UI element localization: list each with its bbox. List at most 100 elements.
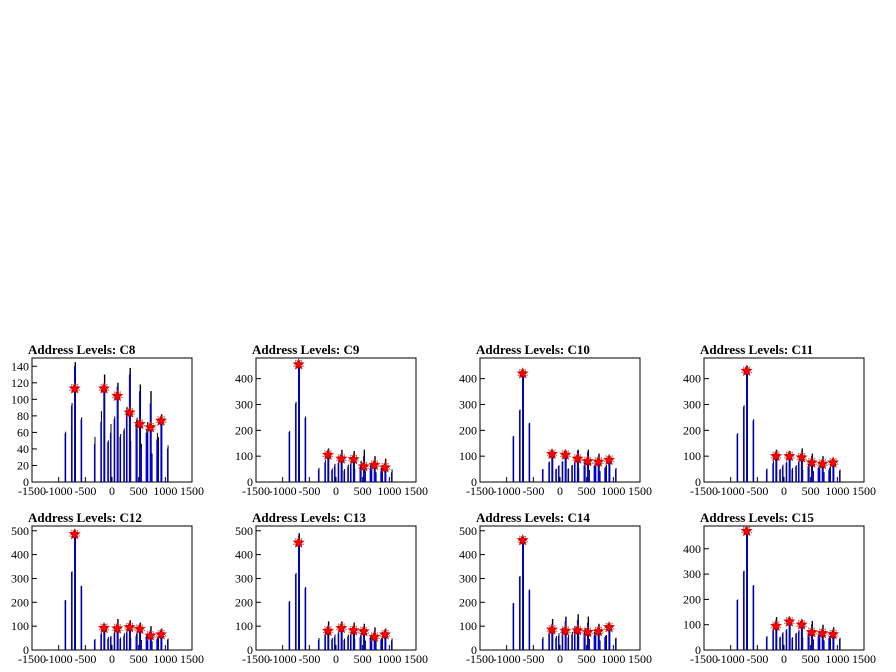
y-tick-label: 100 bbox=[683, 449, 701, 463]
x-tick-label: -500 bbox=[298, 484, 320, 498]
peak-marker bbox=[603, 622, 615, 634]
x-tick-label: -1000 bbox=[269, 484, 297, 498]
peak-marker bbox=[322, 450, 334, 461]
peak-marker bbox=[98, 382, 110, 394]
y-tick-label: 300 bbox=[235, 398, 253, 412]
y-tick-label: 400 bbox=[683, 372, 701, 386]
peak-marker bbox=[572, 454, 584, 465]
peak-marker bbox=[806, 457, 818, 469]
x-tick-label: -500 bbox=[746, 652, 768, 666]
x-tick-label: 1000 bbox=[825, 484, 849, 498]
peak-marker bbox=[796, 452, 808, 464]
peak-marker bbox=[546, 447, 558, 460]
peak-marker bbox=[347, 453, 360, 465]
x-tick-label: 1500 bbox=[404, 484, 428, 498]
y-tick-label: 300 bbox=[11, 571, 29, 585]
x-tick-label: -1500 bbox=[690, 652, 718, 666]
x-tick-label: -1000 bbox=[717, 652, 745, 666]
peak-marker bbox=[559, 626, 571, 637]
x-tick-label: 1500 bbox=[404, 652, 428, 666]
peak-marker bbox=[357, 625, 370, 637]
peak-marker bbox=[559, 450, 571, 461]
peak-marker bbox=[293, 359, 305, 371]
y-tick-label: 500 bbox=[459, 524, 477, 538]
x-tick-label: 500 bbox=[354, 652, 372, 666]
y-tick-label: 200 bbox=[235, 595, 253, 609]
chart-title: Address Levels: C15 bbox=[700, 510, 814, 525]
x-tick-label: -1500 bbox=[18, 484, 46, 498]
peak-marker bbox=[134, 419, 146, 431]
x-tick-label: 1000 bbox=[153, 484, 177, 498]
x-tick-label: -500 bbox=[522, 652, 544, 666]
peak-marker bbox=[111, 391, 123, 402]
peak-marker bbox=[816, 459, 828, 470]
peak-marker bbox=[335, 623, 347, 634]
x-tick-label: -1000 bbox=[269, 652, 297, 666]
peak-marker bbox=[783, 615, 796, 627]
x-tick-label: 1000 bbox=[377, 484, 401, 498]
peak-marker bbox=[827, 629, 839, 641]
y-tick-label: 200 bbox=[459, 423, 477, 437]
peak-marker bbox=[783, 616, 795, 628]
peak-marker bbox=[322, 448, 334, 460]
x-tick-label: 1000 bbox=[377, 652, 401, 666]
chart-title: Address Levels: C14 bbox=[476, 510, 590, 525]
chart-title: Address Levels: C13 bbox=[252, 510, 366, 525]
peak-marker bbox=[98, 623, 110, 634]
peak-marker bbox=[335, 452, 348, 464]
peak-marker bbox=[379, 462, 391, 474]
peak-marker bbox=[69, 383, 81, 395]
peak-marker bbox=[124, 622, 136, 634]
x-tick-label: -500 bbox=[298, 652, 320, 666]
plot-frame bbox=[479, 357, 641, 483]
x-tick-label: 1000 bbox=[601, 652, 625, 666]
y-tick-label: 0 bbox=[695, 475, 701, 489]
peak-marker bbox=[795, 618, 808, 630]
peak-marker bbox=[111, 623, 123, 635]
chart-title: Address Levels: C9 bbox=[252, 342, 360, 357]
x-tick-label: 0 bbox=[333, 652, 339, 666]
y-tick-label: 400 bbox=[11, 548, 29, 562]
x-tick-label: -500 bbox=[74, 484, 96, 498]
peak-marker bbox=[827, 457, 839, 469]
peak-marker bbox=[546, 624, 558, 636]
peak-marker bbox=[806, 627, 818, 639]
y-tick-label: 300 bbox=[683, 398, 701, 412]
x-tick-label: -1000 bbox=[493, 484, 521, 498]
peak-marker bbox=[292, 536, 305, 548]
x-tick-label: -1500 bbox=[18, 652, 46, 666]
x-tick-label: -500 bbox=[746, 484, 768, 498]
peak-marker bbox=[144, 422, 156, 434]
peak-marker bbox=[368, 632, 380, 643]
x-tick-label: 0 bbox=[557, 652, 563, 666]
x-tick-label: 1500 bbox=[180, 484, 204, 498]
peak-marker bbox=[68, 382, 81, 394]
chart-title: Address Levels: C10 bbox=[476, 342, 590, 357]
y-tick-label: 400 bbox=[459, 548, 477, 562]
y-tick-label: 100 bbox=[11, 619, 29, 633]
chart-title: Address Levels: C8 bbox=[28, 342, 136, 357]
peak-marker bbox=[592, 626, 604, 638]
peak-marker bbox=[796, 619, 808, 631]
peak-marker bbox=[592, 457, 604, 468]
peak-marker bbox=[559, 448, 572, 460]
plot-frame bbox=[255, 525, 417, 651]
plot-frame bbox=[255, 357, 417, 483]
peak-marker bbox=[379, 628, 392, 640]
peak-marker bbox=[69, 529, 81, 541]
y-tick-label: 100 bbox=[235, 619, 253, 633]
y-tick-label: 400 bbox=[683, 542, 701, 556]
y-tick-label: 0 bbox=[471, 643, 477, 657]
plot-frame bbox=[31, 525, 193, 651]
peak-marker bbox=[517, 535, 529, 547]
peak-marker bbox=[740, 524, 753, 537]
y-tick-label: 100 bbox=[11, 392, 29, 406]
peak-marker bbox=[379, 629, 391, 641]
peak-marker bbox=[124, 407, 136, 419]
x-tick-label: 1000 bbox=[153, 652, 177, 666]
y-tick-label: 200 bbox=[683, 423, 701, 437]
x-tick-label: -1500 bbox=[466, 652, 494, 666]
y-tick-label: 500 bbox=[11, 524, 29, 538]
peak-marker bbox=[134, 624, 146, 635]
